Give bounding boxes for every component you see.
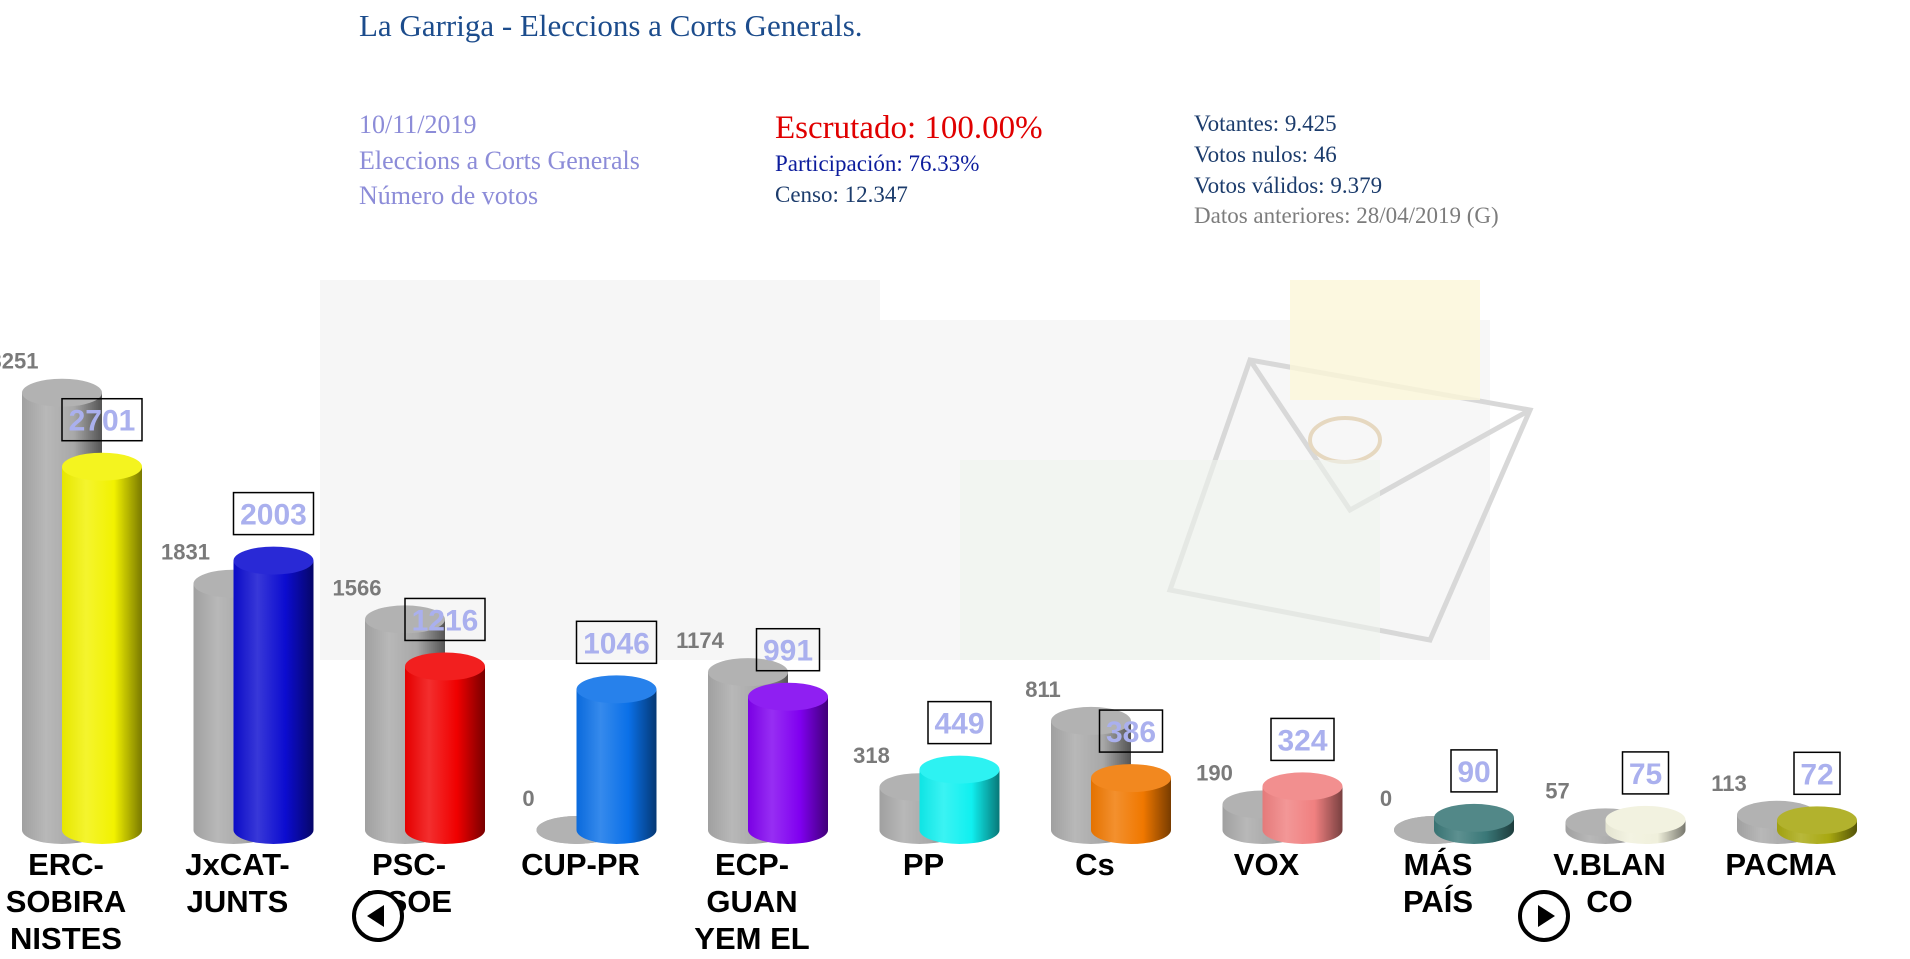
current-value-box: [404, 597, 486, 642]
current-bar: [1605, 805, 1686, 844]
party-label: VOX: [1234, 847, 1300, 882]
current-value-label: 90: [1457, 756, 1490, 789]
votos-nulos-stat: Votos nulos: 46: [1194, 142, 1337, 167]
participacion-stat: Participación: 76.33%: [775, 151, 980, 176]
current-bar: [1434, 803, 1514, 844]
election-date: 10/11/2019: [359, 110, 477, 139]
prev-page-button[interactable]: [352, 890, 404, 942]
current-value-box: [927, 700, 992, 745]
chevron-right-circle-icon: [1538, 905, 1555, 927]
next-page-button[interactable]: [1518, 890, 1570, 942]
party-label: NISTES: [10, 921, 122, 956]
current-value-box: [232, 491, 315, 536]
ballot-envelope-icon: [320, 280, 1534, 660]
current-bar: [233, 546, 314, 844]
current-value-label: 991: [763, 635, 813, 668]
current-bar: [405, 652, 485, 844]
current-value-box: [575, 620, 658, 665]
party-label: JxCAT-: [185, 847, 290, 882]
party-label: MÁS: [1404, 847, 1473, 882]
datos-anteriores-link[interactable]: Datos anteriores: 28/04/2019 (G): [1194, 203, 1499, 228]
current-bar: [919, 755, 1000, 844]
previous-value-label: 318: [853, 743, 890, 768]
party-label: ECP-: [715, 847, 789, 882]
election-name: Eleccions a Corts Generals: [359, 146, 640, 175]
current-value-box: [1621, 751, 1670, 795]
previous-value-label: 113: [1711, 771, 1747, 796]
current-value-box: [1270, 717, 1335, 762]
previous-value-label: 1174: [676, 628, 724, 653]
censo-stat: Censo: 12.347: [775, 182, 908, 207]
previous-value-label: 1831: [161, 540, 210, 565]
current-value-label: 386: [1106, 716, 1156, 749]
current-value-label: 1216: [412, 604, 479, 637]
party-label: SOBIRA: [6, 884, 127, 919]
current-value-label: 1046: [583, 627, 650, 660]
current-bar: [748, 682, 828, 844]
current-value-label: 75: [1629, 758, 1662, 791]
previous-value-label: 3251: [0, 349, 38, 374]
party-label: CO: [1586, 884, 1633, 919]
current-value-box: [1098, 709, 1164, 753]
previous-value-label: 0: [522, 786, 534, 811]
previous-value-label: 190: [1196, 760, 1233, 785]
party-label: CUP-PR: [521, 847, 640, 882]
escrutado-status: Escrutado: 100.00%: [775, 110, 1043, 146]
previous-value-label: 0: [1380, 786, 1392, 811]
page-title: La Garriga - Eleccions a Corts Generals.: [359, 8, 863, 43]
current-value-label: 324: [1277, 724, 1327, 757]
previous-value-label: 57: [1545, 778, 1569, 803]
current-bar: [576, 675, 657, 844]
current-value-box: [755, 627, 821, 672]
party-label: ERC-: [28, 847, 104, 882]
party-label: Cs: [1075, 847, 1115, 882]
party-label: PAÍS: [1403, 884, 1473, 919]
current-bar: [1777, 806, 1857, 844]
previous-value-label: 1566: [333, 575, 382, 600]
current-value-box: [61, 397, 143, 442]
metric-label: Número de votos: [359, 181, 539, 210]
party-label: PP: [903, 847, 944, 882]
party-label: PSC-: [372, 847, 446, 882]
party-label: JUNTS: [187, 884, 289, 919]
party-label: YEM EL: [694, 921, 809, 956]
chevron-left-circle-icon: [367, 905, 384, 927]
current-bar: [62, 452, 142, 844]
current-value-label: 2701: [69, 405, 136, 438]
current-value-box: [1793, 751, 1841, 796]
previous-value-label: 811: [1025, 677, 1061, 702]
current-value-label: 72: [1800, 758, 1833, 791]
party-label: GUAN: [706, 884, 797, 919]
party-label: V.BLAN: [1553, 847, 1666, 882]
current-bar: [1091, 764, 1171, 844]
current-value-label: 449: [934, 708, 984, 741]
votantes-stat: Votantes: 9.425: [1194, 111, 1337, 136]
current-value-label: 2003: [240, 499, 307, 532]
party-label: PACMA: [1725, 847, 1836, 882]
current-bar: [1262, 772, 1343, 844]
votos-validos-stat: Votos válidos: 9.379: [1194, 173, 1383, 198]
current-value-box: [1450, 749, 1498, 793]
